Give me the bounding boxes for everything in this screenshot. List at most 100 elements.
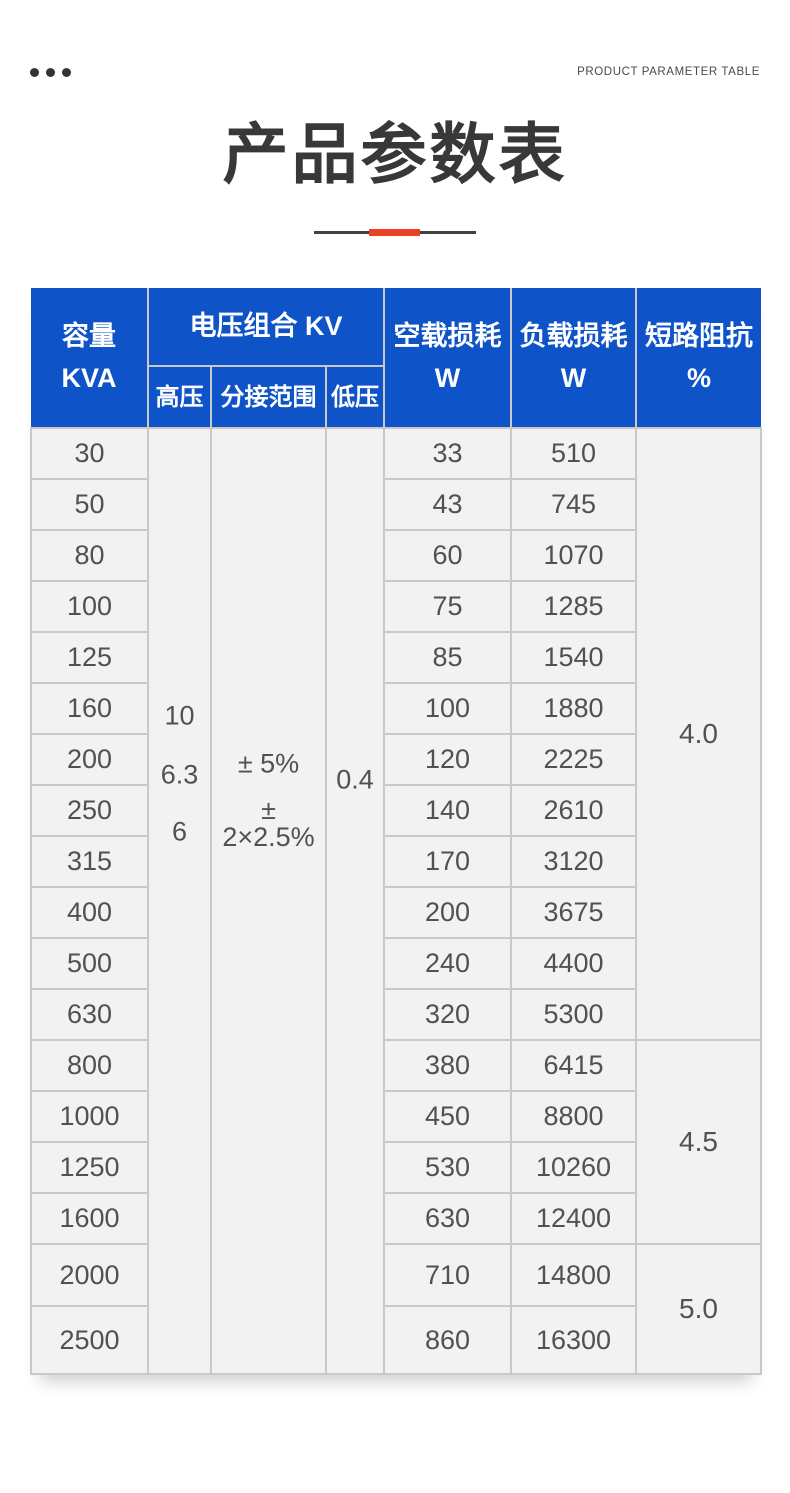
kva-cell: 800 [30,1039,149,1093]
col-header-impedance: 短路阻抗 % [635,288,761,430]
table-row: 2500 860 16300 [30,1305,761,1376]
kva-cell: 315 [30,835,149,889]
table-row: 400 200 3675 [30,886,761,940]
kva-cell: 500 [30,937,149,991]
table-row: 630 320 5300 [30,988,761,1042]
kva-cell: 1000 [30,1090,149,1144]
load-loss-cell: 4400 [510,937,637,991]
load-loss-cell: 8800 [510,1090,637,1144]
kva-cell: 400 [30,886,149,940]
table-header: 容量 KVA 电压组合 KV 空载损耗 W 负载损耗 W 短路阻抗 % 高压 分… [31,288,761,430]
col-header-impedance-line2: % [686,362,711,393]
kva-cell: 1250 [30,1141,149,1195]
kva-cell: 80 [30,529,149,583]
impedance-cell: 4.5 [635,1039,762,1246]
table-row: 50 43 745 [30,478,761,532]
load-loss-cell: 12400 [510,1192,637,1246]
no-load-loss-cell: 140 [383,784,512,838]
header-row-1: 容量 KVA 电压组合 KV 空载损耗 W 负载损耗 W 短路阻抗 % [31,288,761,430]
tap-range-value: ± 5% [237,748,300,779]
no-load-loss-cell: 200 [383,886,512,940]
load-loss-cell: 1285 [510,580,637,634]
high-voltage-value: 6.3 [160,759,199,790]
load-loss-cell: 1070 [510,529,637,583]
tap-range-cell: ± 5% ± 2×2.5% [210,427,327,1376]
kva-cell: 2500 [30,1305,149,1376]
col-header-low-voltage: 低压 [325,365,385,430]
load-loss-cell: 3120 [510,835,637,889]
menu-dots-icon [30,67,71,77]
load-loss-cell: 6415 [510,1039,637,1093]
col-header-capacity-line2: KVA [61,362,117,393]
high-voltage-cell: 10 6.3 6 [147,427,212,1376]
no-load-loss-cell: 120 [383,733,512,787]
divider-accent [369,229,420,237]
load-loss-cell: 14800 [510,1243,637,1308]
no-load-loss-cell: 630 [383,1192,512,1246]
load-loss-cell: 1880 [510,682,637,736]
table-row: 160 100 1880 [30,682,761,736]
dot-icon [46,67,55,77]
dot-icon [30,67,39,77]
table-row: 2000 710 14800 5.0 [30,1243,762,1376]
low-voltage-value: 0.4 [336,764,374,795]
load-loss-cell: 2610 [510,784,637,838]
col-header-high-voltage: 高压 [147,365,212,430]
load-loss-cell: 745 [510,478,637,532]
header-row-2: 高压 分接范围 低压 [31,365,761,430]
high-voltage-value: 6 [171,816,188,847]
table-row: 315 170 3120 [30,835,761,889]
load-loss-cell: 1540 [510,631,637,685]
col-header-no-load-line1: 空载损耗 [393,320,502,351]
kva-cell: 30 [30,427,149,481]
no-load-loss-cell: 860 [383,1305,512,1376]
col-header-load-line1: 负载损耗 [519,320,628,351]
col-header-load-line2: W [560,362,587,393]
no-load-loss-cell: 710 [383,1243,512,1308]
no-load-loss-cell: 33 [383,427,512,481]
kva-cell: 50 [30,478,149,532]
no-load-loss-cell: 320 [383,988,512,1042]
no-load-loss-cell: 100 [383,682,512,736]
col-header-load-loss: 负载损耗 W [510,288,637,430]
col-header-impedance-line1: 短路阻抗 [645,320,753,351]
table-row: 1600 630 12400 [30,1192,761,1246]
col-header-voltage-group: 电压组合 KV [147,288,385,368]
kva-cell: 160 [30,682,149,736]
table-row: 30 10 6.3 6 ± 5% ± 2×2.5% 0.4 33 510 4.0 [30,427,762,1376]
impedance-cell: 5.0 [635,1243,762,1376]
table-row: 80 60 1070 [30,529,761,583]
no-load-loss-cell: 75 [383,580,512,634]
no-load-loss-cell: 450 [383,1090,512,1144]
table-row: 200 120 2225 [30,733,761,787]
no-load-loss-cell: 43 [383,478,512,532]
title-divider [314,229,476,237]
kva-cell: 200 [30,733,149,787]
kva-cell: 630 [30,988,149,1042]
no-load-loss-cell: 380 [383,1039,512,1093]
col-header-no-load-loss: 空载损耗 W [383,288,512,430]
load-loss-cell: 5300 [510,988,637,1042]
load-loss-cell: 10260 [510,1141,637,1195]
eyebrow-text: PRODUCT PARAMETER TABLE [577,66,760,78]
col-header-capacity: 容量 KVA [31,288,149,430]
kva-cell: 100 [30,580,149,634]
dot-icon [62,67,71,77]
low-voltage-cell: 0.4 [325,427,385,1376]
table-row: 1000 450 8800 [30,1090,761,1144]
table-row: 250 140 2610 [30,784,761,838]
no-load-loss-cell: 60 [383,529,512,583]
page-title: 产品参数表 [222,117,568,191]
top-bar: PRODUCT PARAMETER TABLE [30,62,760,82]
load-loss-cell: 16300 [510,1305,637,1376]
col-header-tap-range: 分接范围 [210,365,327,430]
no-load-loss-cell: 170 [383,835,512,889]
load-loss-cell: 2225 [510,733,637,787]
no-load-loss-cell: 85 [383,631,512,685]
kva-cell: 2000 [30,1243,149,1308]
table-body: 30 10 6.3 6 ± 5% ± 2×2.5% 0.4 33 510 4.0 50 43 745 80… [30,427,762,1376]
kva-cell: 1600 [30,1192,149,1246]
no-load-loss-cell: 530 [383,1141,512,1195]
col-header-capacity-line1: 容量 [62,320,116,351]
tap-range-value: ± 2×2.5% [222,795,315,853]
